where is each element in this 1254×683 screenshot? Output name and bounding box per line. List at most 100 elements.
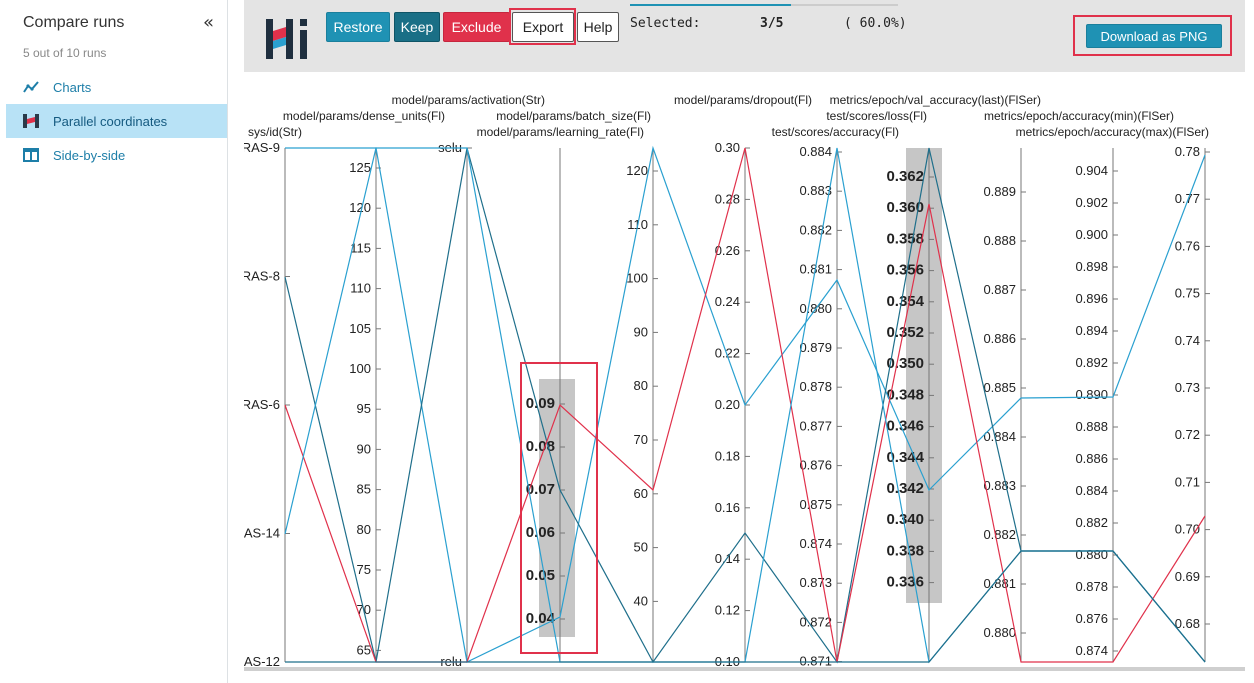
tick-label: 0.887 — [983, 282, 1016, 297]
export-button[interactable]: Export — [512, 12, 574, 42]
axis-title[interactable]: test/scores/loss(Fl) — [826, 109, 927, 123]
run-line[interactable] — [285, 550, 1206, 663]
axis-title[interactable]: model/params/activation(Str) — [392, 93, 545, 107]
tick-label: 115 — [350, 240, 371, 255]
tick-label: 0.892 — [1075, 355, 1108, 370]
hiplot-icon — [22, 112, 40, 130]
tick-label: 0.885 — [983, 380, 1016, 395]
hiplot-panel: Restore Keep Exclude Export Help Selecte… — [244, 0, 1245, 683]
axis-title[interactable]: model/params/learning_rate(Fl) — [477, 125, 644, 139]
sidebar-item-label: Parallel coordinates — [53, 113, 168, 129]
sidebar-title: Compare runs — [23, 14, 125, 31]
loss-brush[interactable] — [906, 148, 942, 603]
tick-label: 0.882 — [1075, 515, 1108, 530]
tick-label: 0.78 — [1175, 144, 1200, 159]
tick-label: 0.336 — [886, 574, 924, 591]
tick-label: 0.338 — [886, 542, 924, 559]
tick-label: 80 — [357, 522, 371, 537]
tick-label: 100 — [626, 271, 648, 286]
tick-label: 0.70 — [1175, 522, 1200, 537]
tick-label: 0.354 — [886, 293, 924, 310]
learning-rate-brush[interactable] — [539, 379, 575, 637]
tick-label: 125 — [349, 160, 371, 175]
tick-label: RAS-9 — [244, 140, 280, 155]
tick-label: 0.350 — [886, 355, 924, 372]
keep-button[interactable]: Keep — [394, 12, 440, 42]
tick-label: 0.889 — [983, 184, 1016, 199]
tick-label: 0.882 — [799, 222, 832, 237]
axis-title[interactable]: model/params/dropout(Fl) — [674, 93, 812, 107]
collapse-sidebar-icon[interactable]: « — [203, 12, 215, 33]
tick-label: 0.884 — [983, 429, 1016, 444]
sidebar-item-side-by-side[interactable]: Side-by-side — [6, 138, 227, 172]
tick-label: 0.20 — [715, 397, 740, 412]
tick-label: 0.352 — [886, 324, 924, 341]
parallel-coordinates-plot[interactable]: RAS-9 RAS-8 RAS-6 RAS-14 RAS-12 sys/id(Str) 12… — [244, 72, 1245, 683]
tick-label: 0.876 — [799, 458, 832, 473]
axis-title[interactable]: model/params/dense_units(Fl) — [283, 109, 445, 123]
parallel-coordinates-svg[interactable]: RAS-9 RAS-8 RAS-6 RAS-14 RAS-12 sys/id(Str) 12… — [244, 72, 1245, 683]
selected-percent: ( 60.0%) — [844, 16, 907, 31]
tick-label: 0.12 — [715, 603, 740, 618]
selected-count: 3/5 — [760, 16, 784, 31]
tick-label: 0.348 — [886, 386, 924, 403]
axis-title[interactable]: metrics/epoch/accuracy(min)(FlSer) — [984, 109, 1174, 123]
tick-label: 65 — [357, 642, 371, 657]
download-png-button[interactable]: Download as PNG — [1086, 24, 1222, 48]
tick-label: 0.73 — [1175, 380, 1200, 395]
tick-label: 0.883 — [799, 183, 832, 198]
tick-label: 50 — [634, 540, 648, 555]
tick-label: 0.06 — [526, 524, 555, 541]
tick-label: 0.879 — [799, 340, 832, 355]
axis-title[interactable]: test/scores/accuracy(Fl) — [772, 125, 899, 139]
exclude-button[interactable]: Exclude — [443, 12, 510, 42]
sidebar-item-charts[interactable]: Charts — [6, 70, 227, 104]
hiplot-logo — [266, 17, 314, 61]
tick-label: 0.880 — [983, 625, 1016, 640]
tick-label: 0.877 — [799, 418, 832, 433]
export-highlight-box — [509, 8, 576, 45]
axis-title[interactable]: metrics/epoch/val_accuracy(last)(FlSer) — [830, 93, 1041, 107]
tick-label: 60 — [634, 486, 648, 501]
tick-label: 0.68 — [1175, 616, 1200, 631]
learning-rate-highlight-box — [520, 362, 598, 654]
tick-label: 0.896 — [1075, 291, 1108, 306]
tick-label: 0.880 — [1075, 547, 1108, 562]
tick-label: 40 — [634, 593, 648, 608]
tick-label: 0.72 — [1175, 427, 1200, 442]
hiplot-toolbar: Restore Keep Exclude Export Help Selecte… — [244, 0, 1245, 73]
tick-label: 85 — [357, 482, 371, 497]
tick-label: 0.904 — [1075, 163, 1108, 178]
tick-label: 0.74 — [1175, 333, 1200, 348]
tick-label: 0.24 — [715, 294, 740, 309]
tick-label: 0.344 — [886, 449, 924, 466]
axis-title[interactable]: model/params/batch_size(Fl) — [496, 109, 651, 123]
tick-label: RAS-8 — [244, 269, 280, 284]
tick-label: 0.05 — [526, 567, 555, 584]
tick-label: 0.900 — [1075, 227, 1108, 242]
sidebar: Compare runs « 5 out of 10 runs Charts P… — [0, 0, 228, 683]
run-line[interactable] — [285, 145, 1206, 663]
tick-label: 0.883 — [983, 478, 1016, 493]
sidebar-item-parallel-coordinates[interactable]: Parallel coordinates — [6, 104, 227, 138]
tick-label: 0.894 — [1075, 323, 1108, 338]
columns-icon — [22, 146, 40, 164]
tick-label: 0.75 — [1175, 286, 1200, 301]
tick-label: 90 — [634, 324, 648, 339]
tick-label: 0.340 — [886, 511, 924, 528]
tick-label: 0.888 — [983, 233, 1016, 248]
tick-label: 90 — [357, 441, 371, 456]
tick-label: 0.872 — [799, 614, 832, 629]
tick-label: 110 — [350, 281, 371, 296]
tick-label: 0.884 — [799, 144, 832, 159]
plot-scrollbar[interactable] — [244, 667, 1245, 671]
axis-title[interactable]: metrics/epoch/accuracy(max)(FlSer) — [1016, 125, 1209, 139]
help-button[interactable]: Help — [577, 12, 619, 42]
tick-label: 0.878 — [1075, 579, 1108, 594]
axis-title[interactable]: sys/id(Str) — [248, 125, 302, 139]
restore-button[interactable]: Restore — [326, 12, 390, 42]
tick-label: 0.09 — [526, 395, 555, 412]
tick-label: RAS-14 — [244, 526, 280, 541]
tick-label: 0.18 — [715, 448, 740, 463]
sidebar-item-label: Side-by-side — [53, 147, 126, 163]
